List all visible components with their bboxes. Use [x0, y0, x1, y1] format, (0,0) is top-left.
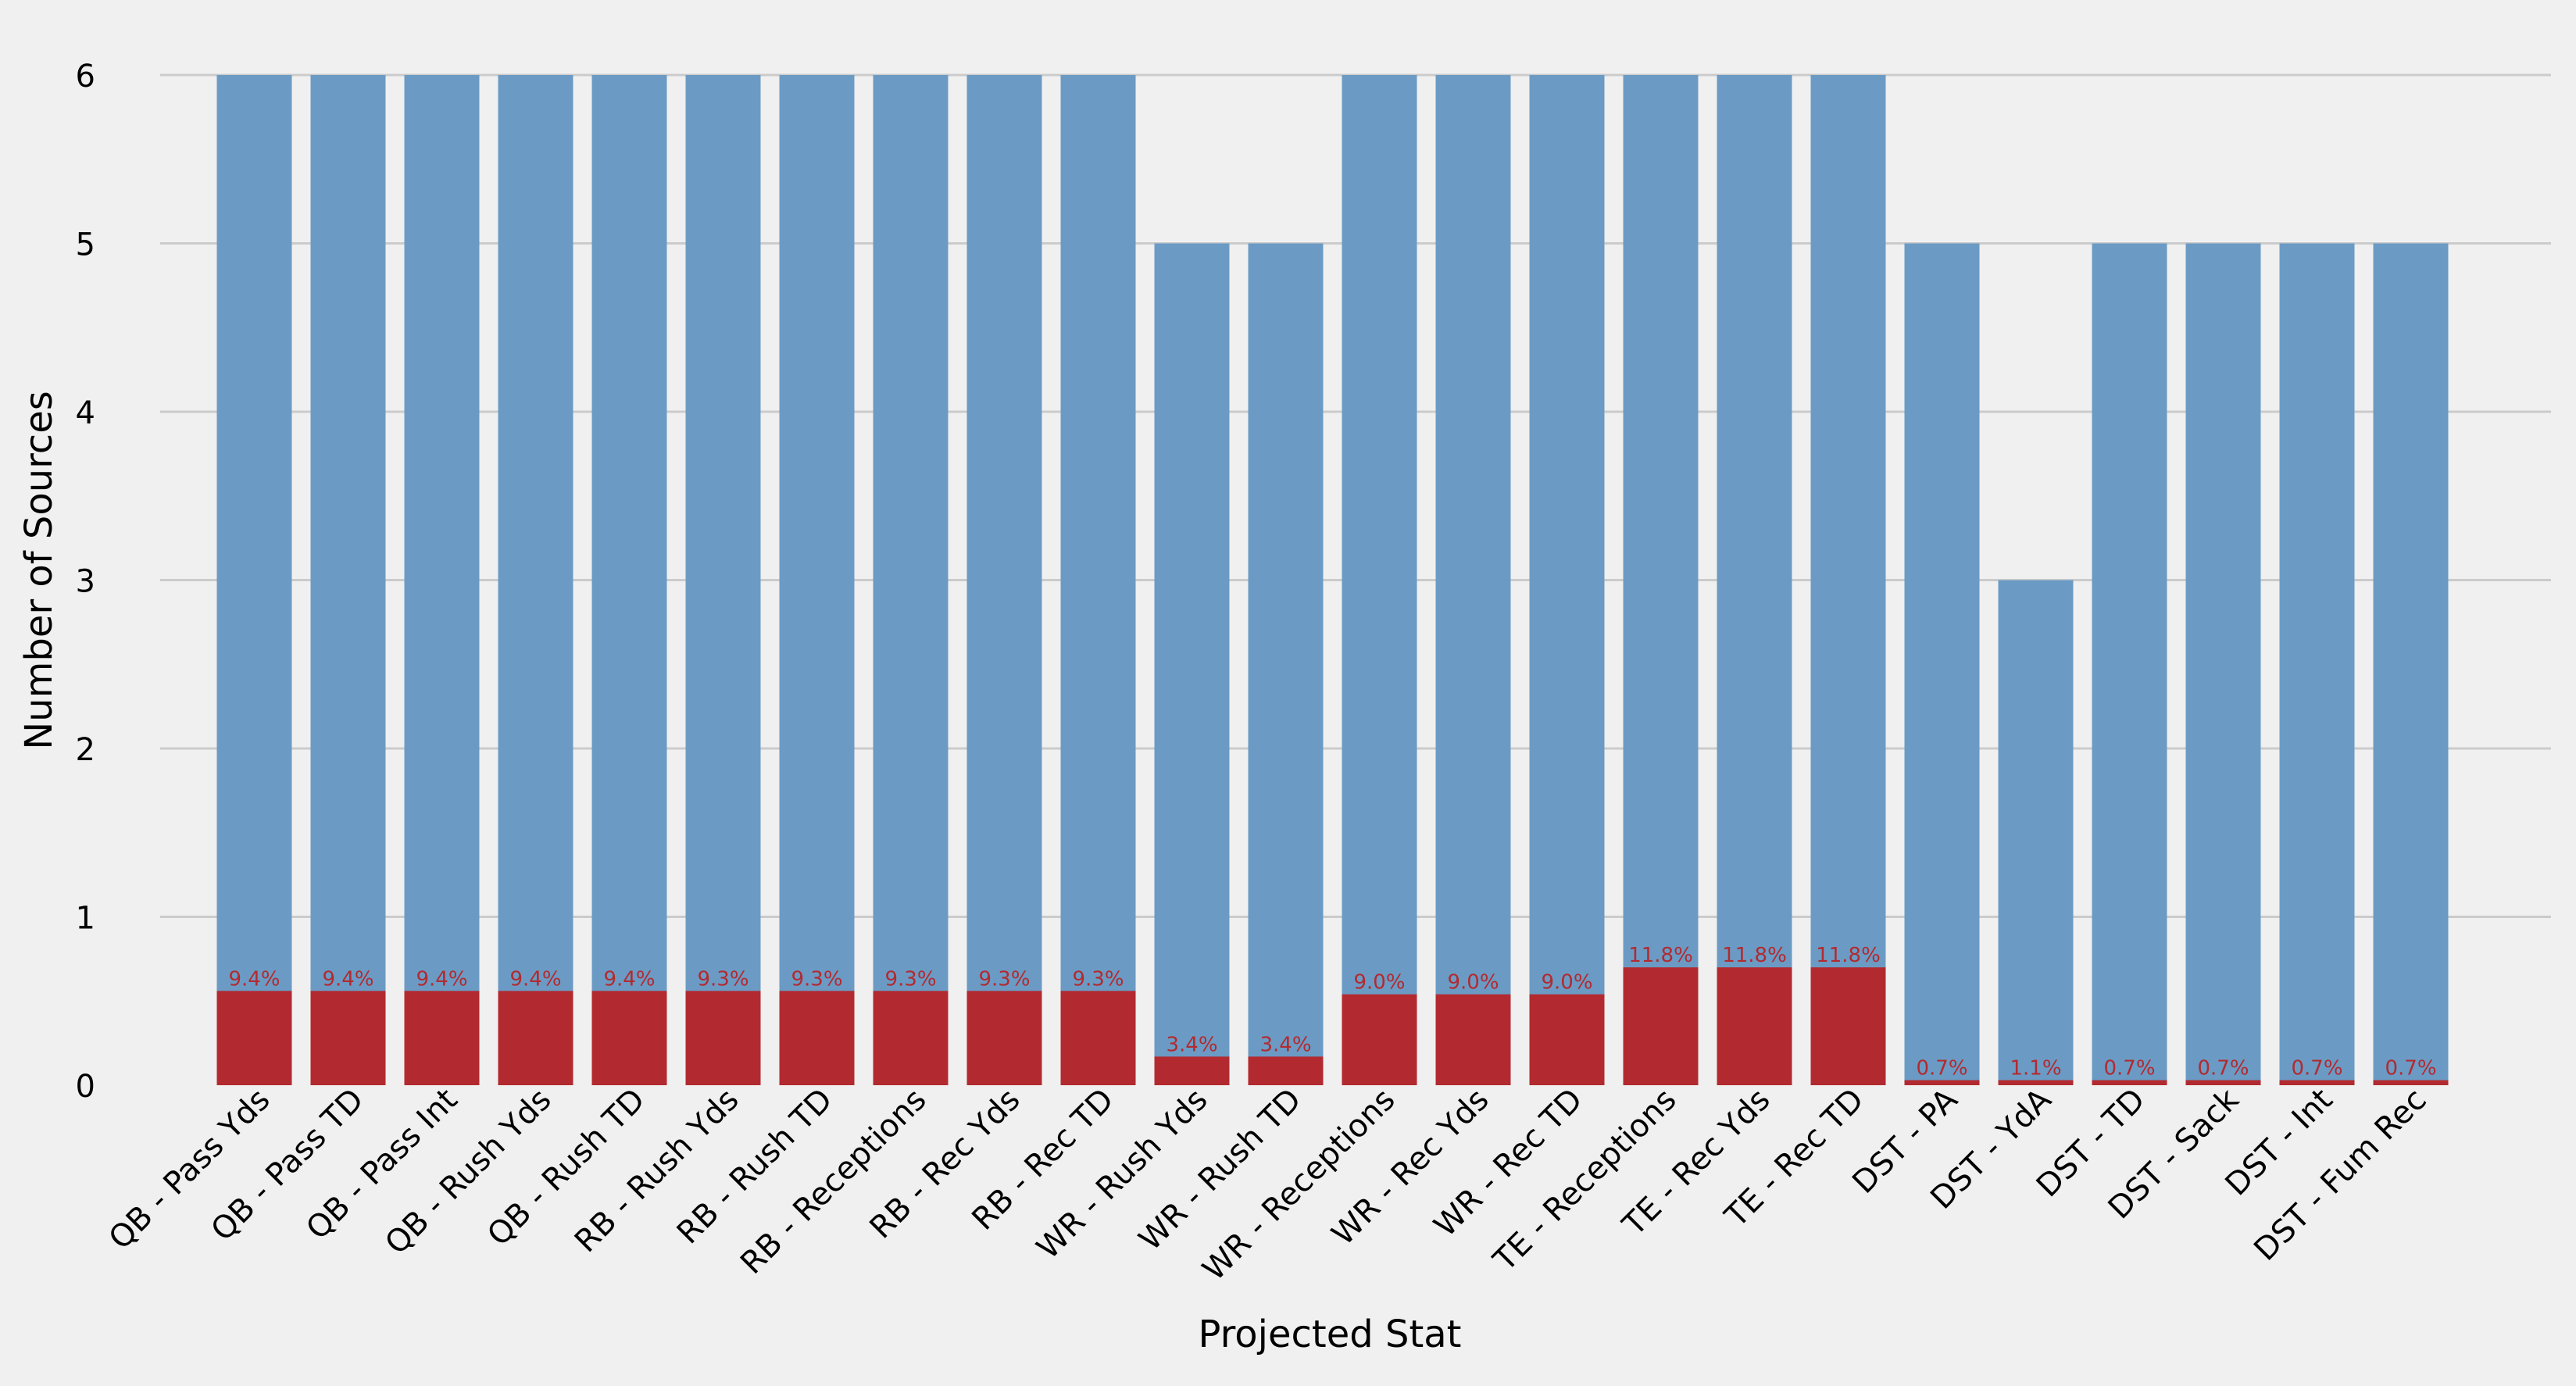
sources-bar	[1435, 75, 1511, 1085]
sources-bar	[1060, 75, 1136, 1085]
percent-bar	[685, 991, 761, 1085]
percent-data-label: 0.7%	[2291, 1057, 2342, 1081]
percent-data-label: 3.4%	[1259, 1033, 1311, 1056]
percent-data-label: 0.7%	[2103, 1057, 2155, 1081]
sources-bar	[2092, 243, 2167, 1085]
percent-bar	[310, 991, 386, 1085]
sources-bar	[498, 75, 573, 1085]
y-tick-label: 2	[76, 732, 95, 768]
x-tick-label: WR - Rush TD	[1132, 1082, 1308, 1258]
percent-bar	[2373, 1080, 2449, 1085]
percent-bar	[1435, 994, 1511, 1085]
sources-bar	[591, 75, 667, 1085]
y-tick-label: 0	[76, 1069, 95, 1105]
percent-bar	[873, 991, 949, 1085]
sources-bar	[873, 75, 949, 1085]
percent-bar	[2279, 1080, 2355, 1085]
x-tick-label: RB - Rush Yds	[568, 1082, 746, 1260]
percent-data-label: 3.4%	[1166, 1033, 1217, 1056]
percent-bar	[966, 991, 1042, 1085]
sources-bar	[779, 75, 855, 1085]
sources-bar	[966, 75, 1042, 1085]
percent-bar	[216, 991, 292, 1085]
percent-bar	[591, 991, 667, 1085]
x-tick-label: QB - Pass Yds	[102, 1082, 277, 1257]
sources-bar	[404, 75, 480, 1085]
sources-bar	[1998, 580, 2074, 1085]
percent-data-label: 11.8%	[1816, 944, 1881, 967]
percent-data-label: 0.7%	[1916, 1057, 1967, 1081]
percent-bar	[1810, 967, 1886, 1085]
percent-bar	[1717, 967, 1792, 1085]
bars	[216, 75, 2449, 1085]
percent-bar	[1904, 1080, 1980, 1085]
percent-bar	[404, 991, 480, 1085]
y-tick-label: 3	[76, 564, 95, 600]
percent-bar	[1998, 1080, 2074, 1085]
percent-data-label: 9.3%	[697, 967, 749, 991]
percent-bar	[1248, 1056, 1324, 1085]
sources-bar	[2279, 243, 2355, 1085]
percent-data-label: 9.4%	[509, 967, 561, 991]
sources-bar	[1342, 75, 1417, 1085]
percent-data-label: 9.4%	[228, 967, 280, 991]
percent-bar	[498, 991, 573, 1085]
percent-data-label: 0.7%	[2385, 1057, 2436, 1081]
percent-data-label: 9.0%	[1541, 971, 1592, 995]
y-tick-label: 4	[76, 395, 95, 431]
sources-bar	[1904, 243, 1980, 1085]
percent-data-label: 9.0%	[1353, 971, 1405, 995]
sources-bar	[1810, 75, 1886, 1085]
x-axis-title: Projected Stat	[1198, 1313, 1461, 1356]
percent-data-label: 1.1%	[2010, 1057, 2061, 1081]
percent-data-label: 11.8%	[1628, 944, 1693, 967]
percent-data-label: 9.3%	[791, 967, 842, 991]
percent-bar	[1060, 991, 1136, 1085]
y-tick-label: 6	[76, 59, 95, 95]
data-labels: 9.4% 9.4% 9.4% 9.4% 9.4% 9.3% 9.3% 9.3% 9.3% 9.3%…	[228, 944, 2436, 1080]
percent-bar	[1529, 994, 1605, 1085]
sources-bar	[1717, 75, 1792, 1085]
percent-data-label: 9.4%	[416, 967, 467, 991]
y-axis: 0 1 2 3 4 5 6	[76, 59, 95, 1105]
percent-data-label: 9.4%	[322, 967, 373, 991]
percent-data-label: 9.4%	[603, 967, 655, 991]
x-tick-label: DST - Fum Rec	[2247, 1082, 2433, 1268]
percent-data-label: 9.3%	[978, 967, 1030, 991]
sources-bar	[1248, 243, 1324, 1085]
y-axis-title: Number of Sources	[17, 391, 61, 749]
percent-bar	[2185, 1080, 2261, 1085]
sources-bar	[685, 75, 761, 1085]
percent-bar	[1623, 967, 1699, 1085]
sources-bar	[2373, 243, 2449, 1085]
x-tick-label: WR - Rush Yds	[1030, 1082, 1214, 1266]
sources-bar	[216, 75, 292, 1085]
sources-bar	[1623, 75, 1699, 1085]
sources-bar	[1529, 75, 1605, 1085]
percent-data-label: 11.8%	[1722, 944, 1787, 967]
sources-bar	[310, 75, 386, 1085]
percent-bar	[1342, 994, 1417, 1085]
y-tick-label: 1	[76, 901, 95, 937]
sources-bar	[2185, 243, 2261, 1085]
percent-data-label: 9.3%	[884, 967, 936, 991]
sources-bar	[1154, 243, 1230, 1085]
percent-bar	[2092, 1080, 2167, 1085]
percent-bar	[1154, 1056, 1230, 1085]
y-tick-label: 5	[76, 227, 95, 263]
percent-bar	[779, 991, 855, 1085]
x-tick-label: QB - Rush Yds	[378, 1082, 558, 1262]
percent-data-label: 0.7%	[2197, 1057, 2249, 1081]
percent-data-label: 9.3%	[1072, 967, 1124, 991]
percent-data-label: 9.0%	[1447, 971, 1499, 995]
